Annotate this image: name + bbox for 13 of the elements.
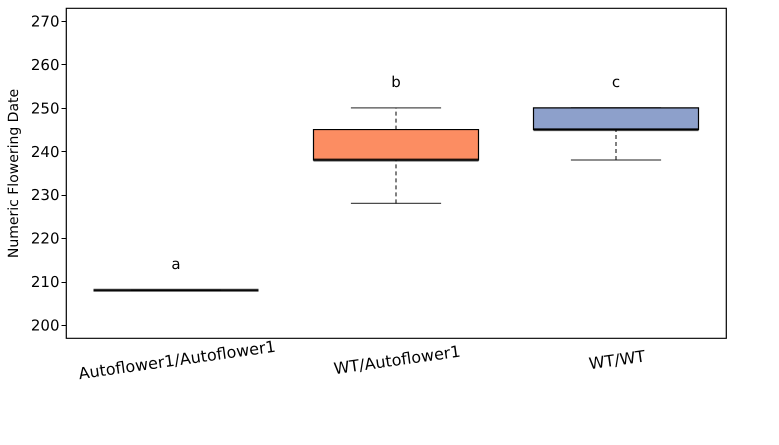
annotation: c bbox=[612, 72, 620, 91]
y-tick-label: 270 bbox=[30, 12, 60, 31]
x-tick-label: WT/WT bbox=[588, 346, 647, 374]
y-axis-title: Numeric Flowering Date bbox=[6, 88, 22, 258]
y-tick-label: 250 bbox=[30, 99, 60, 118]
y-tick-label: 260 bbox=[30, 56, 60, 74]
y-tick-label: 220 bbox=[30, 230, 60, 248]
annotation: b bbox=[391, 72, 401, 91]
y-tick-label: 240 bbox=[30, 142, 60, 161]
annotation: a bbox=[171, 255, 181, 274]
y-tick-label: 200 bbox=[30, 316, 60, 334]
y-tick-label: 230 bbox=[30, 186, 60, 204]
y-tick-label: 210 bbox=[30, 273, 60, 292]
